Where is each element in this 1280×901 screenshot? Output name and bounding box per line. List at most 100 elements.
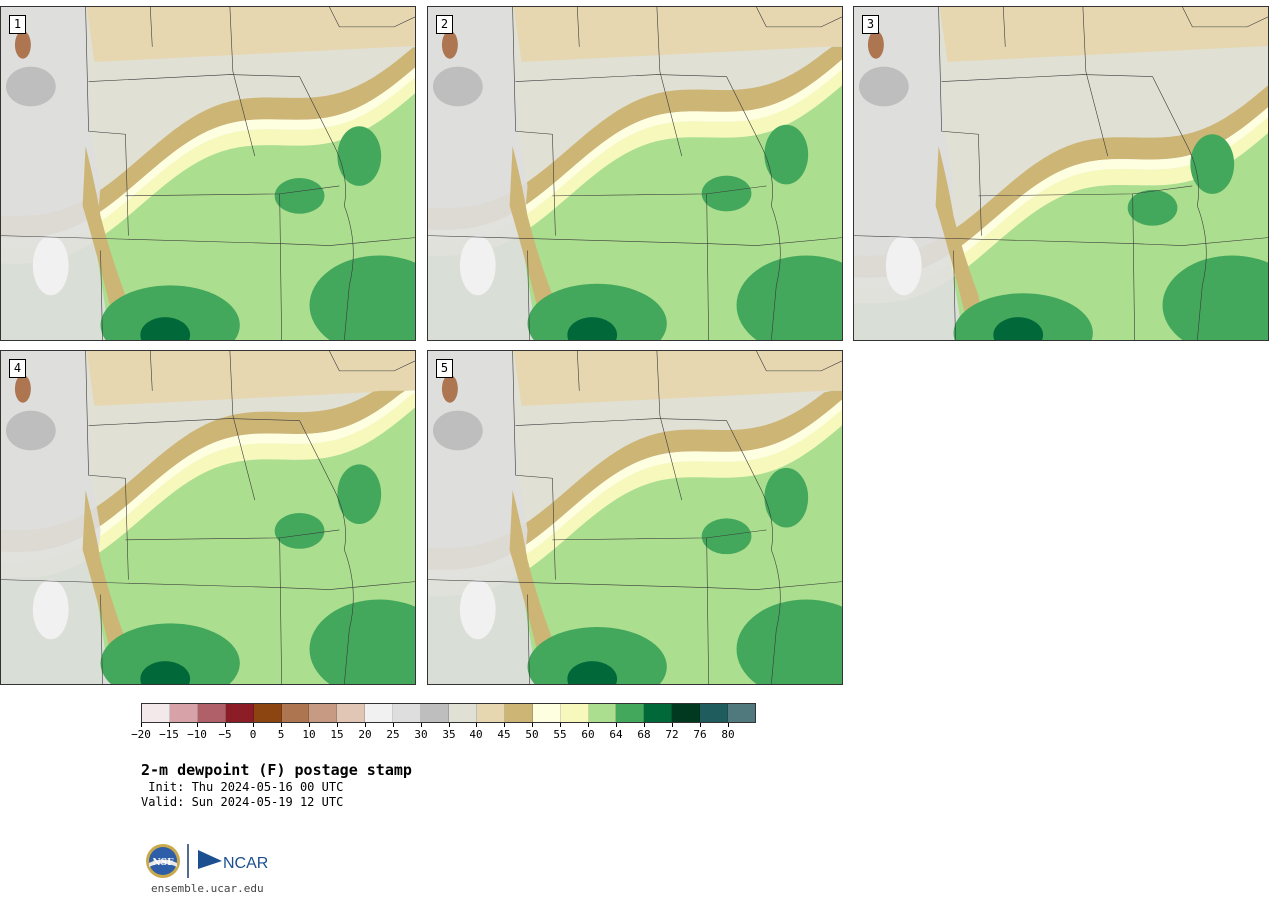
colorbar-tick-mark [309, 723, 310, 727]
state-border [88, 74, 300, 82]
colorbar-swatch [142, 704, 170, 722]
state-border [1002, 7, 1006, 47]
colorbar-tick-mark [141, 723, 142, 727]
state-border [100, 250, 103, 340]
colorbar-swatch [672, 704, 701, 722]
colorbar-swatch [588, 704, 617, 722]
colorbar-tick-label: −10 [187, 728, 207, 741]
colorbar-tick-label: 25 [386, 728, 400, 741]
dry-brown-patch [441, 374, 458, 403]
colorbar-swatch [337, 704, 366, 722]
dry-gray-patch [885, 235, 922, 296]
colorbar-tick-label: 68 [637, 728, 651, 741]
colorbar-swatch [560, 704, 589, 722]
dry-brown-patch [14, 30, 31, 59]
dewpoint-64-patch [337, 464, 382, 524]
colorbar-tick-label: 64 [609, 728, 623, 741]
colorbar-tick-label: 35 [442, 728, 456, 741]
dewpoint-68-region [993, 317, 1044, 340]
state-border [656, 351, 683, 501]
state-border [515, 418, 727, 426]
colorbar-tick-mark [337, 723, 338, 727]
dry-brown-patch [867, 30, 884, 59]
colorbar-tick-mark [253, 723, 254, 727]
light-tan-region [1, 351, 415, 536]
colorbar-tick-mark [225, 723, 226, 727]
dry-gray-patch [5, 66, 56, 107]
panel-3: 3 [853, 6, 1269, 341]
front-range-strip [82, 146, 133, 340]
panel-4: 4 [0, 350, 416, 685]
dry-gray-patch [32, 579, 69, 640]
colorbar-swatch [532, 704, 561, 722]
dewpoint-50-band [1, 390, 415, 562]
colorbar-tick-label: 60 [581, 728, 595, 741]
state-border [656, 7, 683, 157]
colorbar-swatch [700, 704, 729, 722]
dewpoint-64-region [527, 283, 667, 340]
dewpoint-68-region [140, 317, 191, 340]
colorbar-tick-mark [281, 723, 282, 727]
state-border [279, 193, 282, 340]
state-border [756, 7, 842, 28]
colorbar-tick-label: 20 [358, 728, 372, 741]
panel-number: 3 [862, 15, 879, 34]
logos: NSF NCAR [144, 842, 284, 882]
state-border [576, 351, 580, 391]
colorbar-tick-mark [644, 723, 645, 727]
colorbar-tick-mark [672, 723, 673, 727]
state-border [149, 351, 153, 391]
state-border [512, 351, 556, 580]
colorbar-swatch [644, 704, 673, 722]
colorbar-ticks: −20 −15 −10 −5 0 5 10 15 20 25 30 35 40 45 50 55 60 64 68 7… [131, 723, 756, 743]
ncar-logo-text: NCAR [223, 855, 268, 872]
colorbar-tick-mark [588, 723, 589, 727]
colorbar-tick-mark [169, 723, 170, 727]
dry-gray-patch [5, 410, 56, 451]
colorbar [141, 703, 756, 723]
front-range-strip [509, 490, 560, 684]
light-tan-region [428, 351, 842, 554]
map-5 [428, 351, 842, 684]
state-border [1132, 193, 1135, 340]
state-border [978, 185, 1193, 197]
panel-2: 2 [427, 6, 843, 341]
state-border [756, 351, 842, 372]
colorbar-swatch [225, 704, 254, 722]
tan-45-region [428, 390, 842, 570]
panel-number: 5 [436, 359, 453, 378]
front-range-strip [82, 490, 133, 684]
colorbar-tick-label: 76 [693, 728, 707, 741]
tan-45-region [1, 47, 415, 238]
colorbar-swatch [309, 704, 338, 722]
colorbar-tick-mark [728, 723, 729, 727]
state-border [1, 579, 415, 590]
panel-number: 2 [436, 15, 453, 34]
dewpoint-64-patch [1127, 189, 1178, 226]
state-border [515, 74, 727, 82]
nsf-logo: NSF [146, 844, 180, 878]
colorbar-tick-mark [365, 723, 366, 727]
logo-graphics: NSF NCAR [146, 844, 268, 878]
dewpoint-64-region [309, 255, 415, 340]
colorbar-tick-label: −15 [159, 728, 179, 741]
state-border [953, 250, 956, 340]
dewpoint-64-patch [274, 177, 325, 214]
colorbar-tick-label: 55 [553, 728, 567, 741]
colorbar-tick-label: 10 [302, 728, 316, 741]
state-border [726, 76, 781, 340]
site-url: ensemble.ucar.edu [151, 882, 264, 895]
colorbar-swatch [448, 704, 477, 722]
panel-number: 4 [9, 359, 26, 378]
colorbar-tick-label: 5 [277, 728, 285, 741]
colorbar-swatch [253, 704, 282, 722]
colorbar-tick-mark [421, 723, 422, 727]
state-border [229, 351, 256, 501]
front-range-strip [509, 146, 560, 340]
valid-time: Valid: Sun 2024-05-19 12 UTC [141, 795, 344, 809]
colorbar-tick-label: 80 [721, 728, 735, 741]
panel-5: 5 [427, 350, 843, 685]
state-border [1152, 76, 1207, 340]
colorbar-tick-label: 50 [525, 728, 539, 741]
colorbar-tick-label: 72 [665, 728, 679, 741]
